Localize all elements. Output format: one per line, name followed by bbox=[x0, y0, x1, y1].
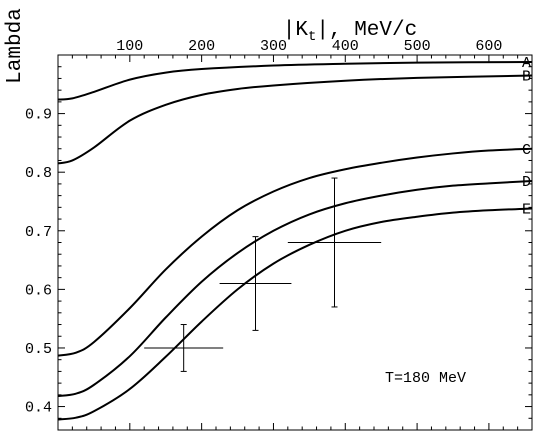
series-line-e bbox=[57, 207, 533, 421]
series-label-e: E bbox=[522, 202, 531, 219]
tick-labels: 100 200 300 400 500 600 0.4 0.5 0.6 0.7 0.8 0.9 bbox=[25, 38, 502, 417]
series-line-a bbox=[57, 61, 533, 101]
x-axis-label: |Kt|, MeV/c bbox=[283, 19, 417, 45]
series-line-c bbox=[57, 147, 533, 357]
data-points bbox=[144, 177, 382, 372]
x-axis-label-rest: |, MeV/c bbox=[316, 19, 417, 42]
x-tick-label: 500 bbox=[404, 38, 431, 55]
series-label-a: A bbox=[522, 55, 531, 72]
axis-ticks bbox=[58, 54, 532, 431]
y-tick-label: 0.7 bbox=[25, 224, 52, 241]
x-axis-label-sub: t bbox=[308, 29, 316, 45]
model-curves: AB CDE bbox=[57, 55, 533, 421]
x-tick-label: 300 bbox=[260, 38, 287, 55]
y-tick-label: 0.5 bbox=[25, 341, 52, 358]
x-axis-label-main: |K bbox=[283, 19, 309, 42]
x-tick-label: 400 bbox=[332, 38, 359, 55]
y-axis-label: Lambda bbox=[4, 8, 27, 84]
series-line-d bbox=[57, 179, 533, 398]
series-label-c: C bbox=[522, 142, 531, 159]
series-label-b: B bbox=[522, 69, 531, 86]
x-tick-label: 200 bbox=[188, 38, 215, 55]
y-tick-label: 0.9 bbox=[25, 107, 52, 124]
series-label-d: D bbox=[522, 174, 531, 191]
x-tick-label: 600 bbox=[475, 38, 502, 55]
y-tick-label: 0.6 bbox=[25, 282, 52, 299]
annotation-temperature: T=180 MeV bbox=[385, 370, 466, 387]
y-tick-label: 0.4 bbox=[25, 400, 52, 417]
x-tick-label: 100 bbox=[116, 38, 143, 55]
y-tick-label: 0.8 bbox=[25, 165, 52, 182]
series-line-b bbox=[57, 74, 533, 165]
